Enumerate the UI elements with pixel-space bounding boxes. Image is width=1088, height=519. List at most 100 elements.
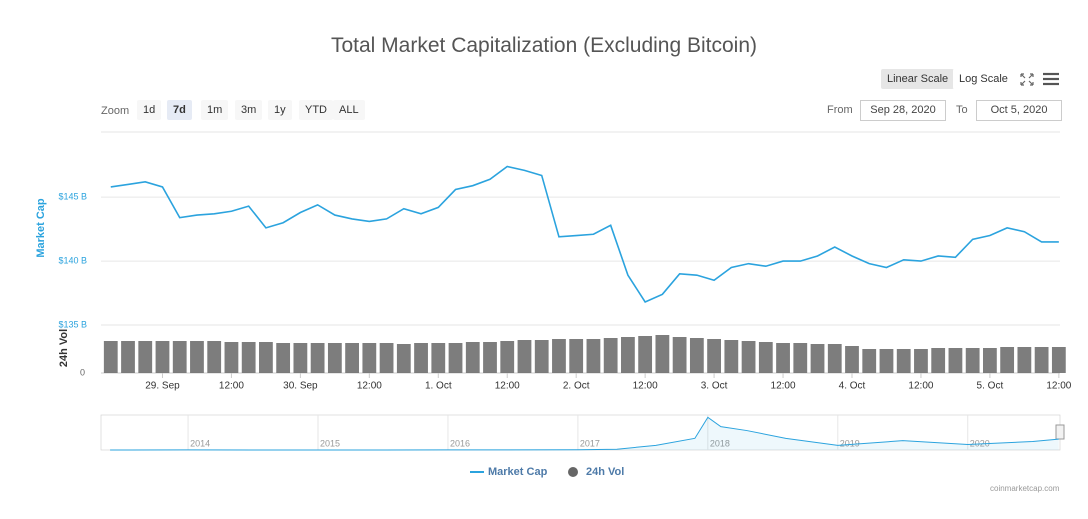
zoom-button[interactable]: 7d [167,100,192,120]
linear-scale-button[interactable]: Linear Scale [881,69,955,89]
volume-bar [845,346,859,373]
volume-bar [431,343,446,373]
volume-bar [776,343,790,373]
volume-bar [379,343,394,373]
volume-bar [827,344,842,373]
volume-bar [155,341,170,373]
volume-bar [569,339,584,373]
volume-bar [862,349,877,373]
y-axis-label: Market Cap [35,198,47,258]
to-input[interactable]: Oct 5, 2020 [976,100,1062,121]
volume-bar [655,335,670,373]
navigator-handle[interactable] [1055,424,1065,440]
x-tick-label: 12:00 [1046,381,1071,392]
legend-label[interactable]: Market Cap [488,466,548,478]
market-cap-line [110,165,1059,304]
navigator-tick-label: 2016 [450,438,470,448]
x-tick-label: 5. Oct [977,381,1004,392]
volume-bar [448,343,463,373]
volume-bar [362,343,377,373]
volume-bar [689,338,704,373]
volume-bar [241,342,256,373]
volume-bar [793,343,808,373]
legend-label[interactable]: 24h Vol [586,466,624,478]
volume-bar [138,341,153,373]
y-tick-label: $145 B [58,192,87,202]
zoom-button[interactable]: 1m [201,100,229,120]
x-tick-label: 12:00 [495,381,520,392]
volume-bar [190,341,204,373]
volume-bar [741,341,756,373]
volume-bar [276,343,291,373]
x-tick-label: 29. Sep [145,381,180,392]
volume-bar [948,348,963,373]
volume-bar [310,343,325,373]
volume-bar [638,336,653,373]
navigator-line [110,416,1059,451]
log-scale-button[interactable]: Log Scale [953,69,1014,89]
from-input[interactable]: Sep 28, 2020 [860,100,946,121]
volume-bar [483,342,497,373]
to-label: To [956,104,968,116]
x-tick-label: 2. Oct [563,381,590,392]
x-tick-label: 12:00 [908,381,933,392]
volume-bar [293,343,308,373]
zoom-button[interactable]: 1d [137,100,162,120]
volume-bar [914,349,928,373]
fullscreen-icon[interactable] [1020,73,1034,86]
navigator-tick-label: 2015 [320,438,340,448]
x-tick-label: 4. Oct [839,381,866,392]
volume-bar [758,342,773,373]
volume-bar [810,344,825,373]
volume-bar [983,348,997,373]
volume-bar [259,342,273,373]
credit: coinmarketcap.com [990,484,1060,493]
navigator-tick-label: 2017 [580,438,600,448]
zoom-button[interactable]: YTD [299,100,333,120]
chart-title: Total Market Capitalization (Excluding B… [330,34,758,57]
volume-bar [879,349,894,373]
volume-bar [121,341,135,373]
volume-bar [1000,347,1015,373]
volume-bar [396,344,411,373]
zoom-button[interactable]: ALL [333,100,365,120]
x-tick-label: 12:00 [633,381,658,392]
x-tick-label: 12:00 [771,381,796,392]
volume-bar [896,349,911,373]
volume-bar [621,337,635,373]
volume-bar [517,340,532,373]
x-tick-label: 30. Sep [283,381,318,392]
volume-bar [724,340,739,373]
volume-bar [172,341,187,373]
volume-bar [931,348,946,373]
x-tick-label: 3. Oct [701,381,728,392]
volume-bar [224,342,239,373]
navigator-tick-label: 2018 [710,438,730,448]
menu-icon[interactable] [1043,72,1059,86]
volume-bar [465,342,480,373]
volume-bar [414,343,428,373]
x-tick-label: 12:00 [219,381,244,392]
volume-bar [586,339,601,373]
volume-bar [707,339,721,373]
zoom-button[interactable]: 3m [235,100,263,120]
y-tick-label: $135 B [58,319,87,329]
volume-bar [965,348,980,373]
navigator-area [110,417,1059,450]
volume-bar [327,343,342,373]
volume-bar [103,341,118,373]
navigator-tick-label: 2020 [970,438,990,448]
navigator-tick-label: 2019 [840,438,860,448]
volume-bar [1017,347,1032,373]
zoom-button[interactable]: 1y [268,100,292,120]
volume-bar [1034,347,1049,373]
y2-axis-label: 24h Vol [58,329,70,367]
from-label: From [827,104,853,116]
volume-bar [345,343,359,373]
y-tick-label: $140 B [58,255,87,265]
volume-bar [603,338,618,373]
y2-tick-label: 0 [80,367,85,377]
x-tick-label: 12:00 [357,381,382,392]
